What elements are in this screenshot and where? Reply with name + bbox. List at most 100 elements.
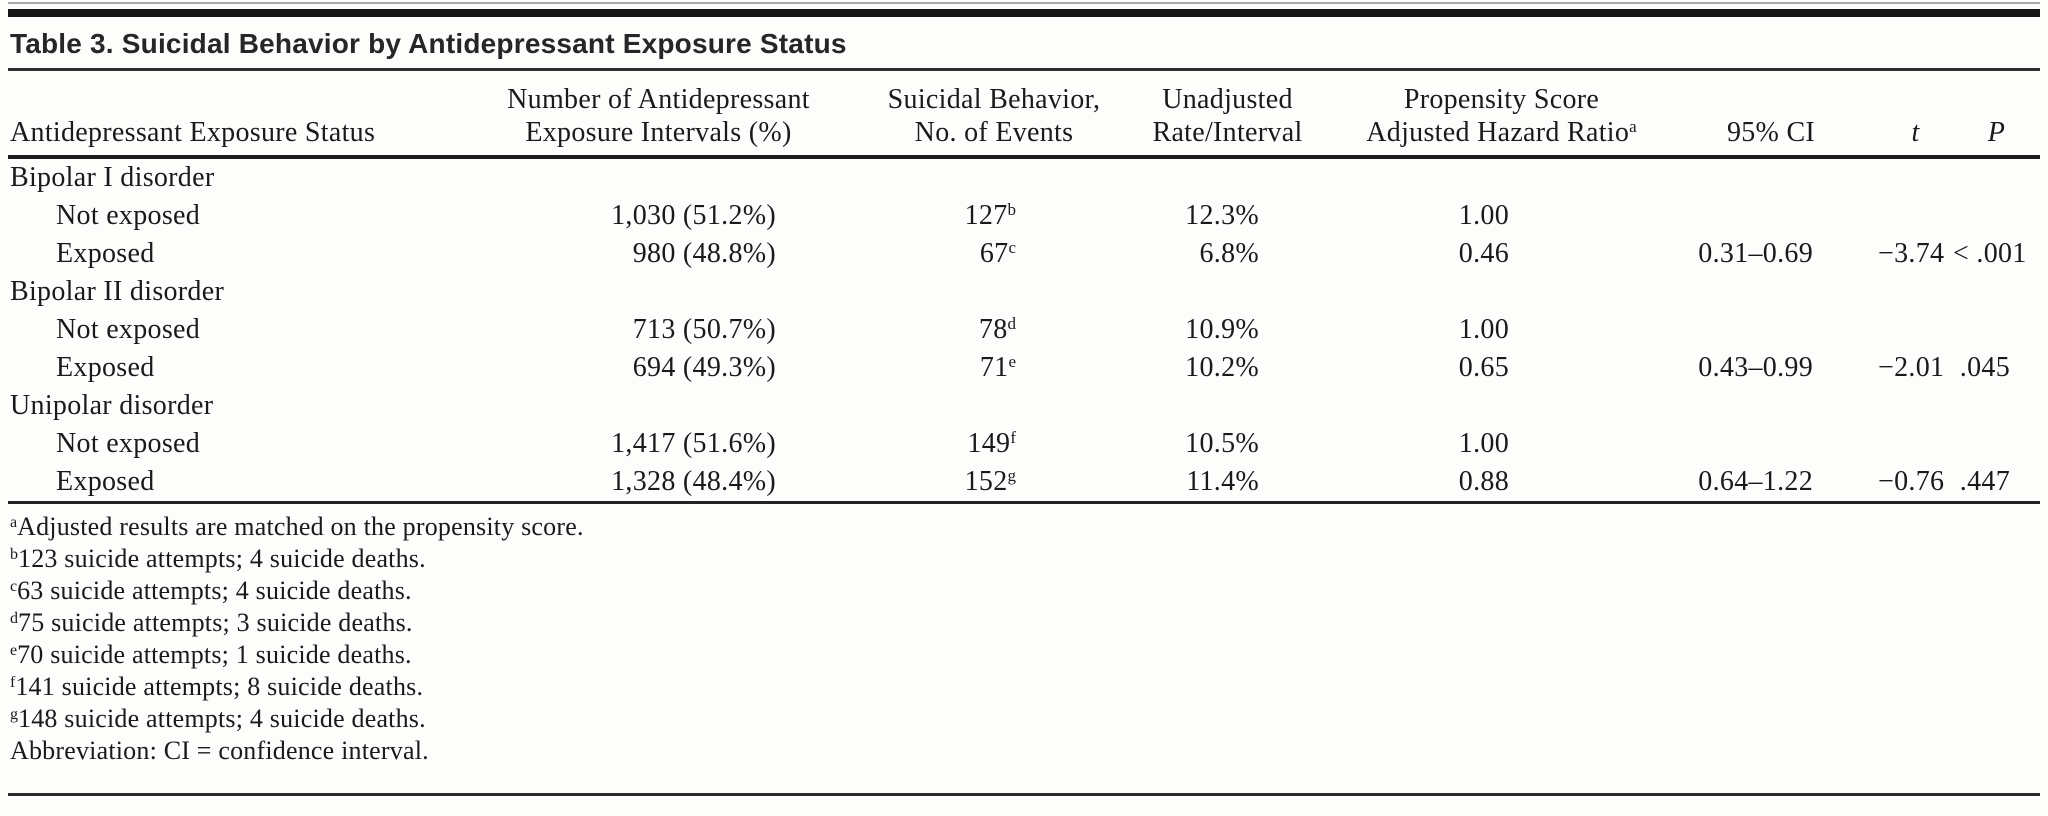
cell-t (1878, 197, 1953, 235)
header-row: Antidepressant Exposure Status Number of… (8, 71, 2040, 159)
cell-ci: 0.31–0.69 (1698, 238, 1813, 269)
cell-t: −0.76 (1878, 466, 1945, 497)
cell-group-label: Bipolar II disorder (10, 276, 225, 307)
cell-exposure-status: Exposed (56, 466, 155, 497)
footnote-marker: a (10, 514, 18, 531)
cell-events: 67c (979, 238, 1016, 269)
cell-ci: 0.64–1.22 (1698, 466, 1813, 497)
cell-hazard-ratio: 1.00 (1458, 428, 1509, 459)
cell-ci (1664, 425, 1878, 463)
footnote-line: b123 suicide attempts; 4 suicide deaths. (8, 543, 2040, 575)
cell-p (1953, 425, 2040, 463)
table-data-row: Not exposed 1,030 (51.2%) 127b 12.3% 1.00 (8, 197, 2040, 235)
cell-p (1953, 311, 2040, 349)
table-container: Table 3. Suicidal Behavior by Antidepres… (8, 2, 2040, 796)
col-header-intervals: Number of Antidepressant Exposure Interv… (445, 71, 872, 159)
cell-intervals: 713 (50.7%) (632, 314, 776, 345)
title-divider-rule (8, 68, 2040, 71)
cell-exposure-status: Exposed (56, 238, 155, 269)
footnote-line: c63 suicide attempts; 4 suicide deaths. (8, 575, 2040, 607)
footnote-marker: g (10, 706, 18, 723)
cell-intervals: 1,030 (51.2%) (611, 200, 776, 231)
cell-hazard-ratio: 0.46 (1458, 238, 1509, 269)
cell-hazard-ratio: 0.88 (1458, 466, 1509, 497)
col-header-ci: 95% CI (1664, 71, 1878, 159)
footnote-line: d75 suicide attempts; 3 suicide deaths. (8, 607, 2040, 639)
cell-events: 71e (979, 352, 1016, 383)
footnote-marker-a: a (1629, 117, 1637, 136)
cell-rate: 10.9% (1185, 314, 1259, 345)
table-group-row: Bipolar II disorder (8, 273, 2040, 311)
cell-t: −2.01 (1878, 352, 1945, 383)
header-line: No. of Events (914, 117, 1074, 148)
cell-p: .447 (1959, 466, 2010, 497)
cell-p (1953, 197, 2040, 235)
footnote-text: 70 suicide attempts; 1 suicide deaths. (17, 640, 412, 669)
footnote-line: e70 suicide attempts; 1 suicide deaths. (8, 639, 2040, 671)
cell-events: 152g (964, 466, 1017, 497)
data-table: Antidepressant Exposure Status Number of… (8, 71, 2040, 501)
cell-exposure-status: Exposed (56, 352, 155, 383)
table-group-row: Bipolar I disorder (8, 157, 2040, 197)
cell-t (1878, 311, 1953, 349)
footnote-text: 123 suicide attempts; 4 suicide deaths. (18, 544, 426, 573)
footnote-marker: e (10, 642, 18, 659)
footnote-text: Abbreviation: CI = confidence interval. (10, 736, 429, 765)
cell-rate: 6.8% (1199, 238, 1259, 269)
cell-exposure-status: Not exposed (56, 200, 201, 231)
footnote-text: 63 suicide attempts; 4 suicide deaths. (17, 576, 412, 605)
footnote-text: 141 suicide attempts; 8 suicide deaths. (15, 672, 424, 701)
table-data-row: Exposed 980 (48.8%) 67c 6.8% 0.46 0.31–0.69 −3… (8, 235, 2040, 273)
cell-group-label: Bipolar I disorder (10, 162, 215, 193)
cell-t: −3.74 (1878, 238, 1945, 269)
cell-intervals: 1,417 (51.6%) (611, 428, 776, 459)
table-bottom-rule (8, 793, 2040, 796)
header-line: Exposure Intervals (%) (525, 117, 792, 148)
footnote-line: Abbreviation: CI = confidence interval. (8, 735, 2040, 767)
cell-ci (1664, 311, 1878, 349)
table-data-row: Not exposed 713 (50.7%) 78d 10.9% 1.00 (8, 311, 2040, 349)
cell-rate: 10.5% (1185, 428, 1259, 459)
cell-rate: 11.4% (1186, 466, 1259, 497)
footnote-line: aAdjusted results are matched on the pro… (8, 511, 2040, 543)
footnote-marker: b (10, 546, 18, 563)
cell-hazard-ratio: 1.00 (1458, 200, 1509, 231)
table-data-row: Exposed 694 (49.3%) 71e 10.2% 0.65 0.43–0.99 −… (8, 349, 2040, 387)
cell-ci (1664, 197, 1878, 235)
table-title: Table 3. Suicidal Behavior by Antidepres… (10, 28, 847, 59)
footnote-marker: c (1008, 238, 1016, 257)
cell-intervals: 694 (49.3%) (632, 352, 776, 383)
header-line: Unadjusted (1162, 84, 1293, 115)
table-data-row: Exposed 1,328 (48.4%) 152g 11.4% 0.88 0.64–1.… (8, 463, 2040, 501)
table-top-rule (8, 9, 2040, 17)
cell-events: 149f (967, 428, 1016, 459)
header-line: Rate/Interval (1152, 117, 1303, 148)
col-header-p-value: P (1953, 71, 2040, 159)
footnote-marker: d (1007, 314, 1017, 333)
cell-intervals: 1,328 (48.4%) (611, 466, 776, 497)
cell-rate: 10.2% (1185, 352, 1259, 383)
cell-hazard-ratio: 0.65 (1458, 352, 1509, 383)
footnote-text: 148 suicide attempts; 4 suicide deaths. (18, 704, 426, 733)
cell-events: 78d (978, 314, 1017, 345)
col-header-t-statistic: t (1878, 71, 1953, 159)
cell-exposure-status: Not exposed (56, 428, 201, 459)
table-group-row: Unipolar disorder (8, 387, 2040, 425)
col-header-events: Suicidal Behavior, No. of Events (872, 71, 1116, 159)
header-line: Number of Antidepressant (507, 84, 810, 115)
footnote-text: Adjusted results are matched on the prop… (17, 512, 584, 541)
footnote-marker: b (1007, 200, 1017, 219)
footnote-line: f141 suicide attempts; 8 suicide deaths. (8, 671, 2040, 703)
footnote-text: 75 suicide attempts; 3 suicide deaths. (18, 608, 413, 637)
footnote-marker: g (1007, 466, 1017, 485)
header-line: Propensity Score (1403, 84, 1600, 115)
body-footnote-divider-rule (8, 501, 2040, 504)
table-data-row: Not exposed 1,417 (51.6%) 149f 10.5% 1.00 (8, 425, 2040, 463)
footnote-line: g148 suicide attempts; 4 suicide deaths. (8, 703, 2040, 735)
footnote-marker: e (1008, 352, 1016, 371)
header-line-text: Adjusted Hazard Ratio (1366, 117, 1630, 148)
cell-ci: 0.43–0.99 (1698, 352, 1813, 383)
cell-exposure-status: Not exposed (56, 314, 201, 345)
col-header-exposure-status: Antidepressant Exposure Status (8, 71, 445, 159)
